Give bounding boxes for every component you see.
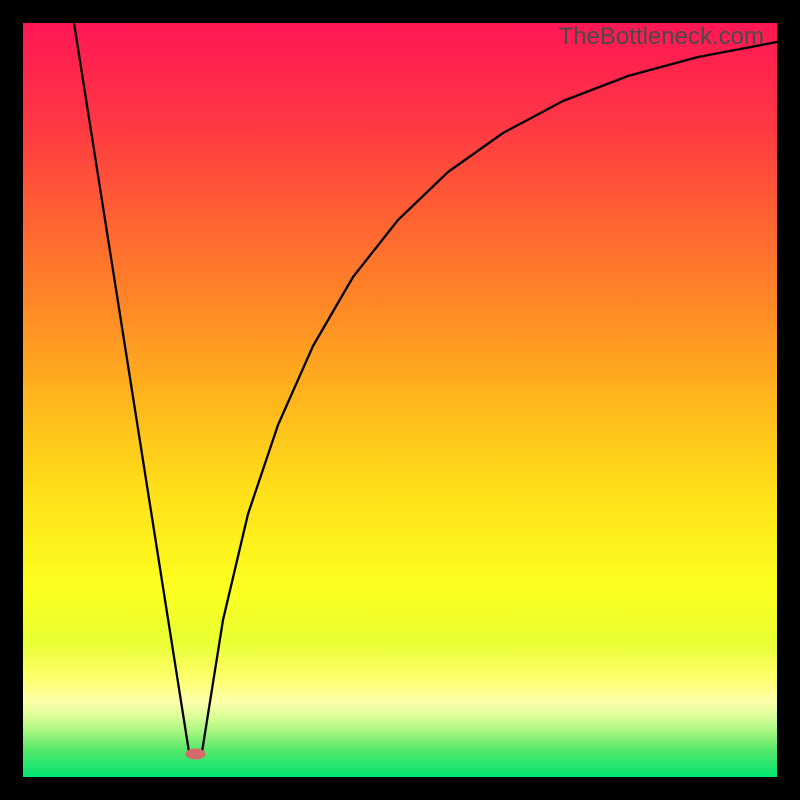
chart-frame: TheBottleneck.com: [0, 0, 800, 800]
dip-marker: [186, 749, 206, 760]
watermark-text: TheBottleneck.com: [559, 23, 764, 51]
bottleneck-curve: [74, 23, 777, 754]
plot-area: [23, 23, 777, 777]
curve-layer: [23, 23, 777, 777]
